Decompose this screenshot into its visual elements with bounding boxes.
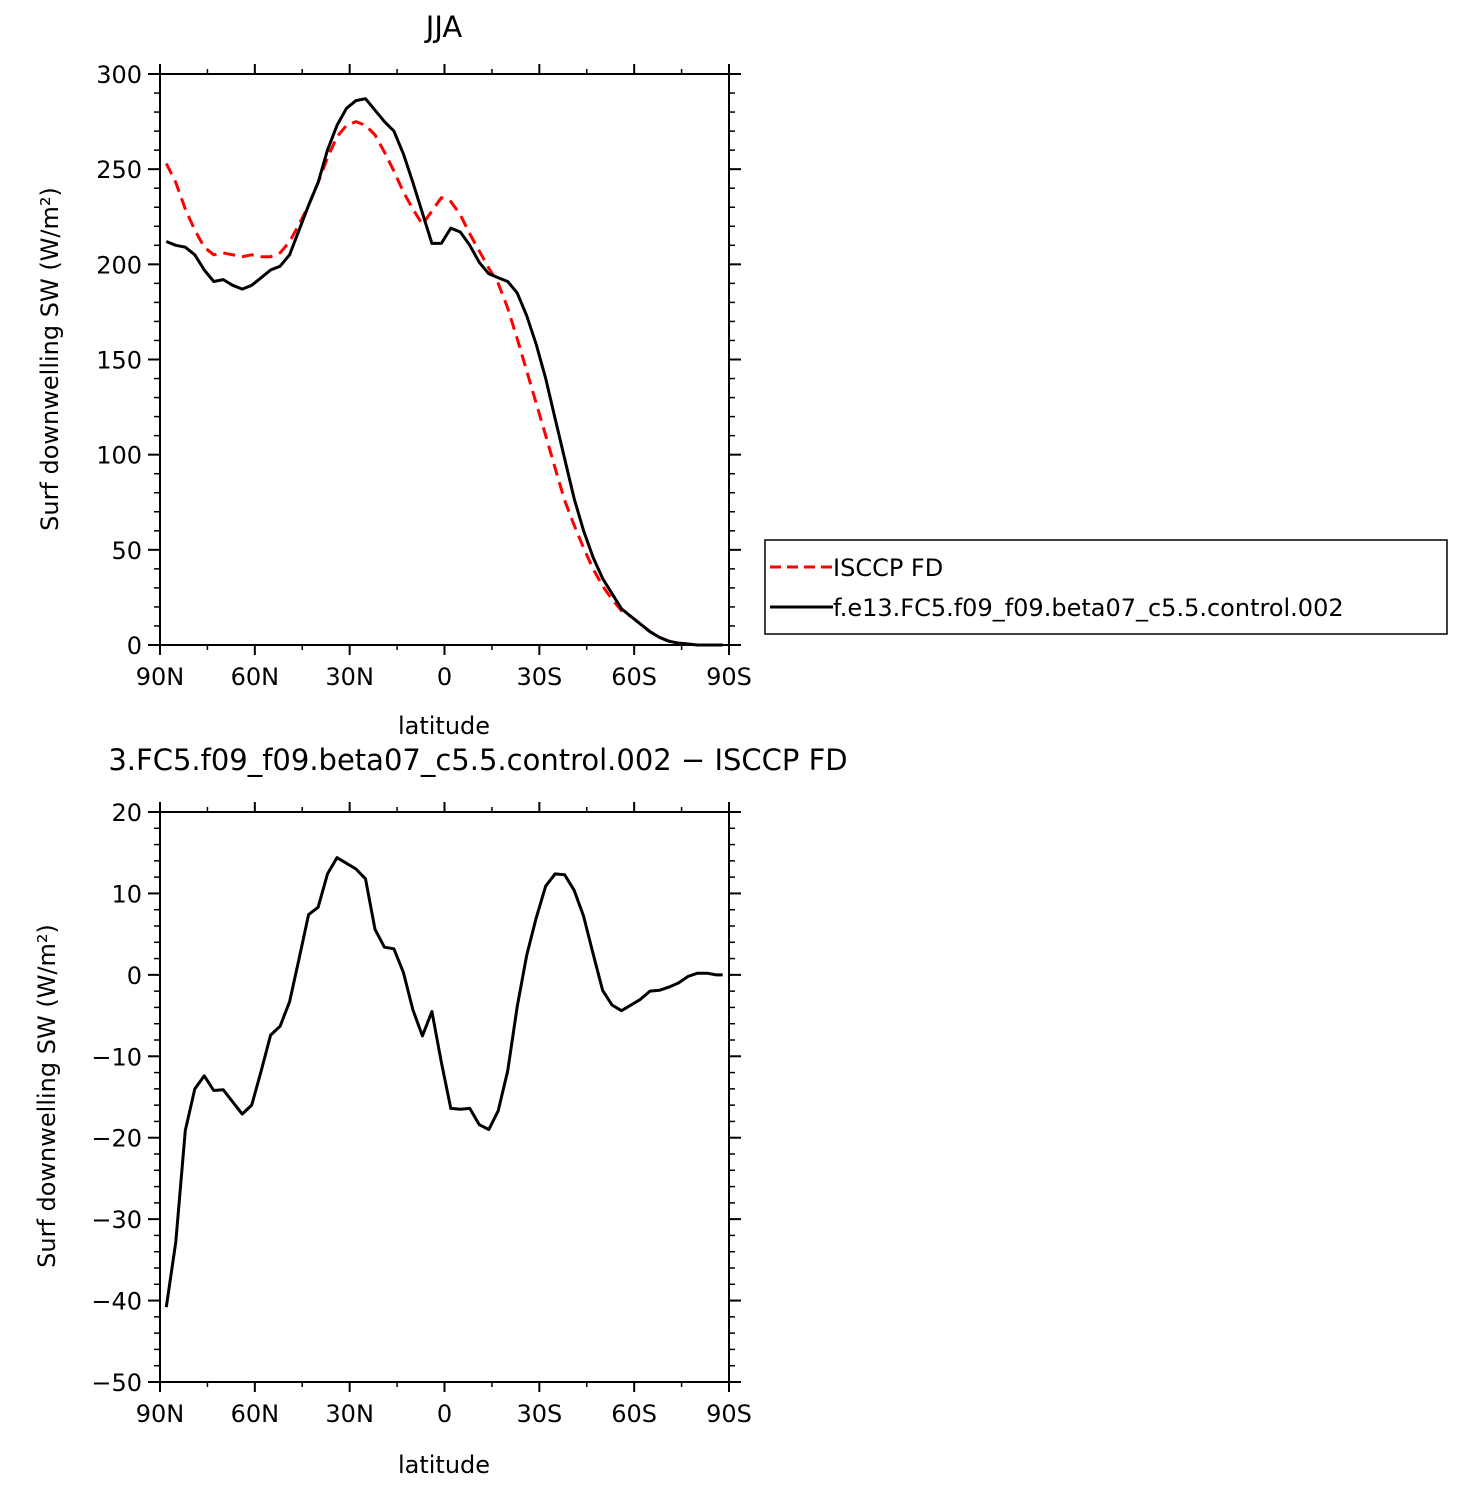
legend: ISCCP FD f.e13.FC5.f09_f09.beta07_c5.5.c…	[764, 539, 1448, 635]
top-chart-frame	[159, 73, 730, 646]
top-chart-y-tick-label: 100	[96, 442, 142, 470]
top-chart-x-tick-label: 30N	[325, 663, 374, 691]
top-chart-y-tick-label: 300	[96, 61, 142, 89]
top-chart-title: JJA	[424, 10, 463, 44]
top-chart: JJA 90N 60N 30N 0 30S 60S 90S 0 50 100 150 200 250 30…	[36, 10, 752, 740]
bottom-chart-x-tick-label: 30S	[516, 1400, 562, 1428]
legend-label-control: f.e13.FC5.f09_f09.beta07_c5.5.control.00…	[833, 594, 1344, 622]
bottom-chart-series-0-line	[164, 856, 723, 1308]
top-chart-y-tick-label: 250	[96, 156, 142, 184]
bottom-chart-x-tick-label: 0	[437, 1400, 452, 1428]
top-chart-y-tick-label: 50	[111, 537, 142, 565]
top-chart-series-1-line	[165, 97, 723, 647]
bottom-chart-y-tick-label: 20	[111, 799, 142, 827]
top-chart-series-0-line	[164, 120, 723, 647]
top-chart-x-axis-label: latitude	[398, 712, 490, 740]
top-chart-y-tick-label: 200	[96, 251, 142, 279]
bottom-chart-y-tick-label: 0	[127, 962, 142, 990]
bottom-chart-x-tick-label: 60N	[231, 1400, 280, 1428]
legend-label-isccp: ISCCP FD	[833, 554, 943, 582]
top-chart-y-tick-label: 150	[96, 347, 142, 375]
bottom-chart-plot-area: 90N 60N 30N 0 30S 60S 90S −50 −40 −30 −20 −10 0 10 20	[91, 799, 752, 1428]
top-chart-x-tick-label: 60N	[231, 663, 280, 691]
legend-box	[764, 539, 1448, 635]
top-chart-x-tick-label: 90S	[706, 663, 752, 691]
bottom-chart: 3.FC5.f09_f09.beta07_c5.5.control.002 − …	[33, 743, 848, 1479]
bottom-chart-x-tick-label: 90S	[706, 1400, 752, 1428]
bottom-chart-y-tick-label: −30	[91, 1206, 142, 1234]
top-chart-y-axis-label: Surf downwelling SW (W/m²)	[36, 187, 64, 531]
top-chart-x-tick-label: 0	[437, 663, 452, 691]
bottom-chart-y-tick-label: −20	[91, 1125, 142, 1153]
top-chart-x-tick-label: 30S	[516, 663, 562, 691]
bottom-chart-y-tick-label: 10	[111, 880, 142, 908]
top-chart-x-tick-label: 90N	[136, 663, 185, 691]
bottom-chart-y-tick-label: −10	[91, 1043, 142, 1071]
bottom-chart-x-tick-label: 30N	[325, 1400, 374, 1428]
bottom-chart-y-axis-label: Surf downwelling SW (W/m²)	[33, 924, 61, 1268]
top-chart-x-tick-label: 60S	[611, 663, 657, 691]
bottom-chart-y-tick-label: −40	[91, 1288, 142, 1316]
bottom-chart-frame	[159, 811, 730, 1383]
top-chart-plot-area: 90N 60N 30N 0 30S 60S 90S 0 50 100 150 200 250 300	[96, 61, 752, 691]
bottom-chart-x-tick-label: 90N	[136, 1400, 185, 1428]
bottom-chart-x-tick-label: 60S	[611, 1400, 657, 1428]
bottom-chart-x-axis-label: latitude	[398, 1451, 490, 1479]
bottom-chart-title: 3.FC5.f09_f09.beta07_c5.5.control.002 − …	[108, 743, 847, 777]
top-chart-y-tick-label: 0	[127, 632, 142, 660]
bottom-chart-y-tick-label: −50	[91, 1369, 142, 1397]
